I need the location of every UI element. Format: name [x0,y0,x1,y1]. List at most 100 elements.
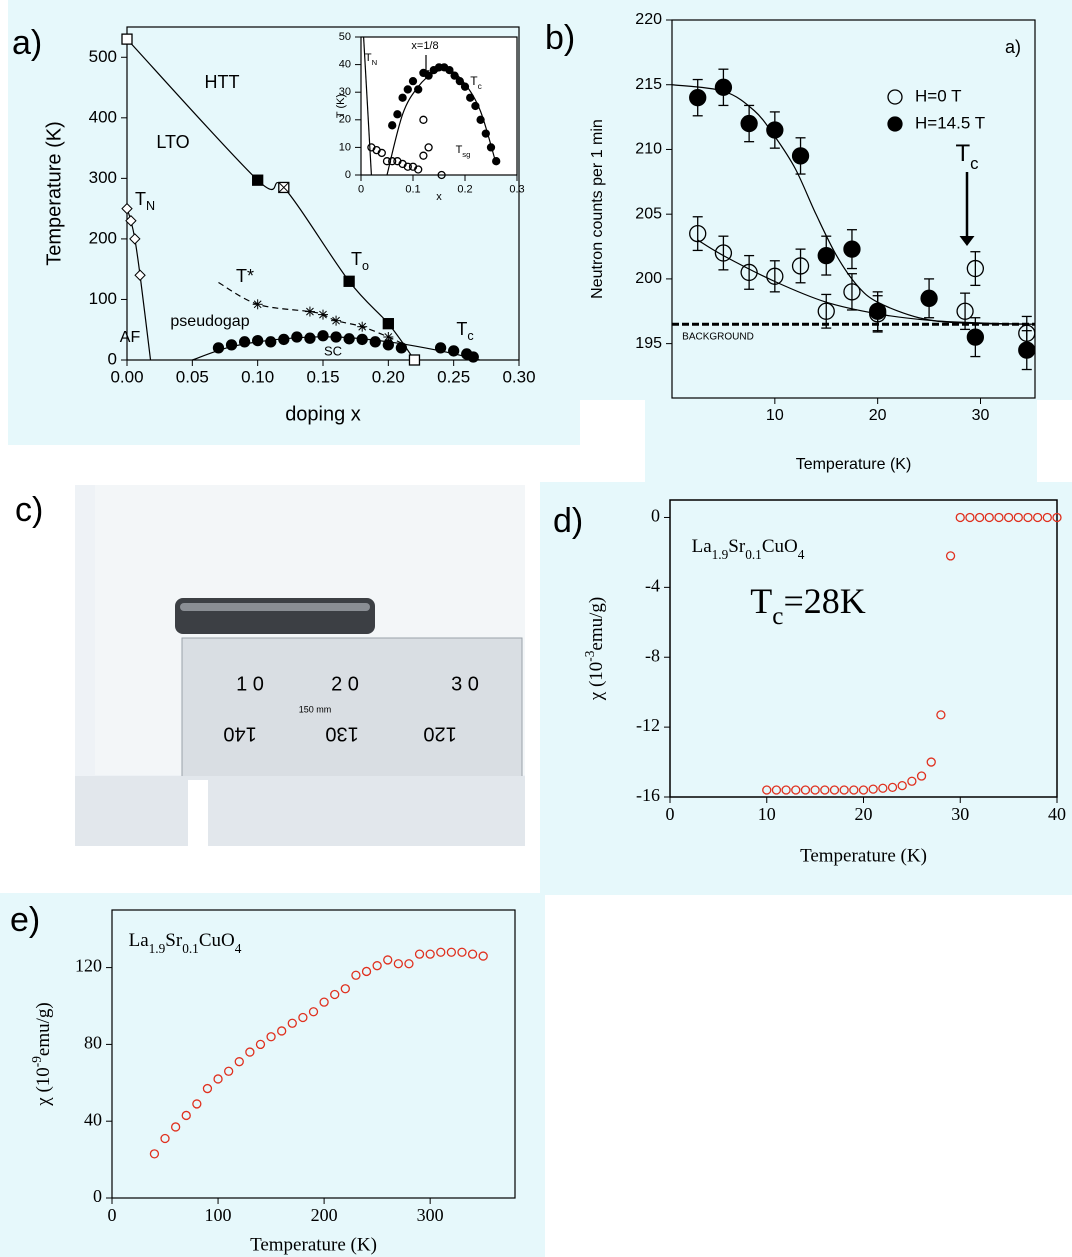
x-tick-label: 0.10 [241,368,274,387]
data-point [121,202,133,215]
y-tick-label: 300 [89,168,117,187]
marker [762,785,772,795]
marker [252,334,264,347]
y-tick-label: 220 [635,11,662,28]
ruler-label: 130 [325,723,358,745]
marker [255,1039,266,1050]
data-point [252,299,263,310]
x-tick-label: 0 [108,1205,117,1225]
data-point [388,121,397,130]
text-part: 4 [235,941,242,956]
marker [319,310,327,319]
data-point [129,233,141,245]
data-point [393,959,403,969]
x-tick-label: 20 [869,407,887,424]
annotation: Tc [470,74,482,91]
y-tick-label: 205 [635,205,662,222]
data-point [414,949,425,959]
marker [897,780,907,791]
y-axis-label: T (K) [335,94,347,118]
data-point [369,336,381,348]
data-point [740,114,758,133]
x-tick-label: 10 [758,804,776,824]
marker [382,339,394,351]
marker [277,1026,287,1036]
marker [445,65,454,75]
marker [460,82,470,91]
annotation: x=1/8 [411,40,438,52]
marker [192,1099,202,1109]
text-part: emu/g) [33,1002,54,1056]
y-tick-label: 120 [75,956,102,976]
x-axis-label: x [436,191,442,203]
data-point [762,785,772,795]
y-tick-label: -4 [645,575,660,595]
data-point [766,267,784,285]
marker [740,114,758,133]
marker [791,785,801,795]
legend-label: H=14.5 T [915,113,985,132]
marker [478,951,488,961]
annotation: TN [135,189,155,214]
text-part: 0.1 [745,547,762,562]
error-bar [795,248,806,284]
marker [966,259,985,278]
marker [403,85,412,94]
marker [689,224,707,243]
y-tick-label: 0 [108,349,117,368]
text-part: c [970,154,978,173]
arrow-head [422,70,430,75]
y-tick-label: 500 [89,47,117,66]
data-point [287,1018,297,1028]
text-part: c [772,603,783,630]
data-point [192,1099,202,1109]
data-point [266,1032,276,1042]
marker [369,336,381,348]
marker [839,785,849,795]
x-tick-label: 30 [972,407,990,424]
data-point [810,785,820,795]
marker [317,330,329,342]
data-point [445,65,454,75]
y-tick-label: -16 [636,785,660,805]
text-part: 0.1 [182,941,199,956]
marker [994,512,1004,523]
data-point [446,947,457,957]
marker [238,336,251,348]
marker [384,333,393,341]
data-point [278,333,290,346]
data-point [843,240,861,258]
text-part: T [750,581,772,621]
marker [351,970,361,980]
y-tick-label: 10 [339,141,351,153]
marker [965,512,975,523]
marker [878,783,888,793]
chart: 10 20 30 195 200 205 210 215 220 Temperature (K) N… [589,11,1036,473]
marker [471,101,480,111]
x-tick-label: 0.30 [502,368,535,387]
data-point [419,115,428,124]
text-part: La [129,930,150,951]
text-part: 1.9 [712,547,729,562]
data-point [343,333,355,345]
marker [714,244,733,262]
data-point [318,309,328,320]
marker [304,332,316,344]
marker [766,267,784,285]
data-point [771,785,782,795]
x-tick-label: 0.00 [110,368,143,387]
y-tick-label: 50 [339,31,351,43]
x-tick-label: 0 [358,184,364,196]
marker [414,85,423,94]
data-point [887,89,903,105]
marker [714,78,733,96]
text-part: 1.9 [149,941,166,956]
data-point [395,342,408,354]
data-point [319,997,329,1007]
data-point [984,512,994,523]
data-point [791,785,801,795]
marker [332,316,340,325]
marker [956,302,974,320]
y-tick-label: 40 [84,1109,102,1129]
